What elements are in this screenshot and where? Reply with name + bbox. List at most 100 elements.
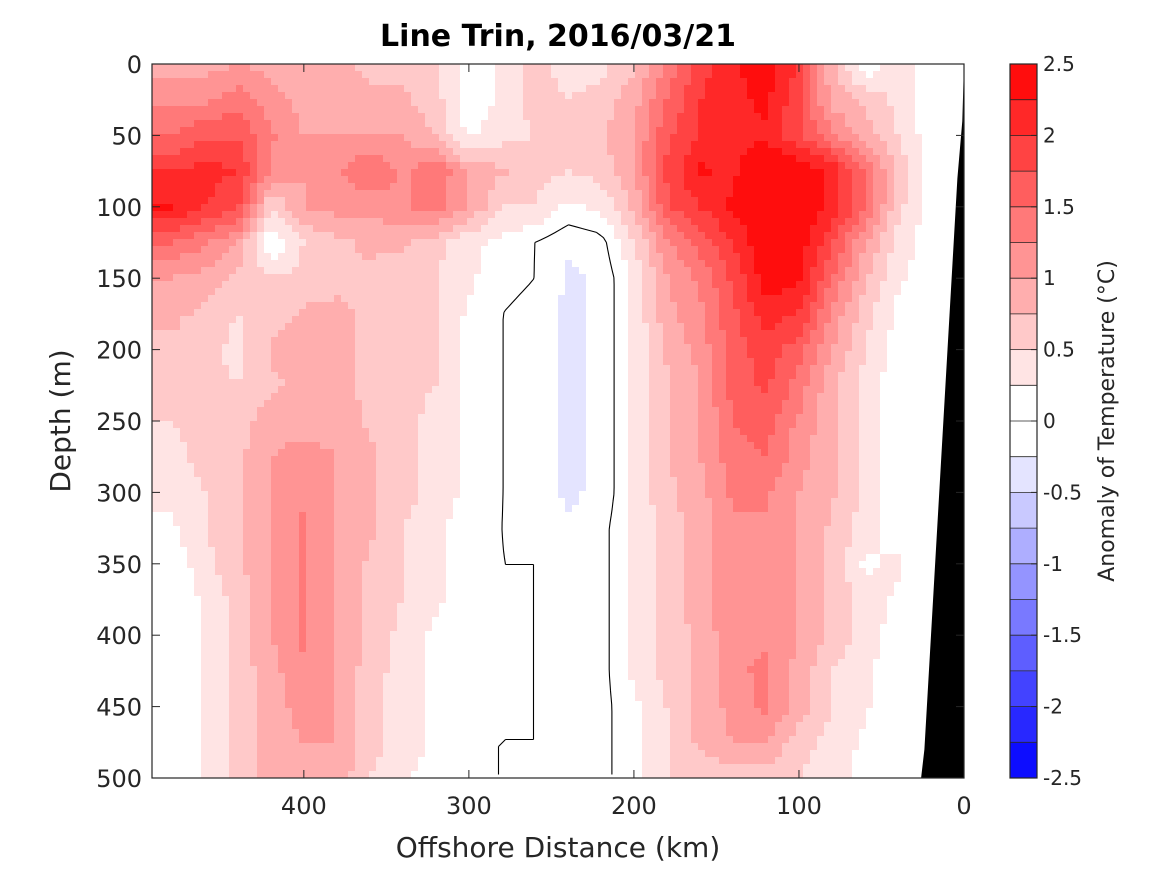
field-cell (936, 78, 944, 86)
field-cell (936, 323, 944, 331)
field-cell (838, 113, 846, 121)
field-cell (390, 330, 398, 338)
field-cell (152, 190, 160, 198)
field-cell (411, 148, 419, 156)
field-cell (803, 78, 811, 86)
field-cell (873, 323, 881, 331)
field-cell (565, 225, 573, 233)
field-cell (509, 162, 517, 170)
field-cell (173, 162, 181, 170)
field-cell (334, 274, 342, 282)
field-cell (740, 134, 748, 142)
field-cell (747, 253, 755, 261)
field-cell (173, 85, 181, 93)
field-cell (936, 64, 944, 72)
field-cell (670, 267, 678, 275)
field-cell (880, 358, 888, 366)
field-cell (782, 127, 790, 135)
field-cell (173, 155, 181, 163)
field-cell (796, 267, 804, 275)
field-cell (187, 344, 195, 352)
field-cell (313, 134, 321, 142)
field-cell (712, 176, 720, 184)
field-cell (831, 141, 839, 149)
field-cell (691, 85, 699, 93)
field-cell (418, 190, 426, 198)
field-cell (649, 190, 657, 198)
field-cell (761, 239, 769, 247)
field-cell (383, 358, 391, 366)
field-cell (537, 148, 545, 156)
field-cell (236, 358, 244, 366)
field-cell (306, 183, 314, 191)
field-cell (817, 239, 825, 247)
field-cell (824, 169, 832, 177)
field-cell (621, 141, 629, 149)
field-cell (733, 183, 741, 191)
field-cell (264, 323, 272, 331)
field-cell (236, 239, 244, 247)
field-cell (537, 246, 545, 254)
field-cell (523, 85, 531, 93)
field-cell (593, 78, 601, 86)
field-cell (698, 155, 706, 163)
field-cell (551, 316, 559, 324)
field-cell (579, 85, 587, 93)
field-cell (684, 106, 692, 114)
field-cell (719, 281, 727, 289)
field-cell (187, 197, 195, 205)
field-cell (502, 323, 510, 331)
field-cell (684, 204, 692, 212)
field-cell (194, 183, 202, 191)
field-cell (453, 274, 461, 282)
field-cell (481, 148, 489, 156)
field-cell (572, 64, 580, 72)
field-cell (418, 274, 426, 282)
field-cell (894, 183, 902, 191)
field-cell (481, 71, 489, 79)
field-cell (306, 169, 314, 177)
field-cell (845, 323, 853, 331)
field-cell (467, 120, 475, 128)
field-cell (194, 260, 202, 268)
field-cell (215, 281, 223, 289)
field-cell (215, 351, 223, 359)
field-cell (313, 218, 321, 226)
field-cell (222, 309, 230, 317)
field-cell (817, 344, 825, 352)
field-cell (796, 162, 804, 170)
field-cell (733, 309, 741, 317)
field-cell (306, 246, 314, 254)
field-cell (523, 92, 531, 100)
field-cell (698, 148, 706, 156)
field-cell (229, 64, 237, 72)
field-cell (691, 309, 699, 317)
field-cell (600, 85, 608, 93)
field-cell (418, 204, 426, 212)
field-cell (460, 260, 468, 268)
field-cell (551, 274, 559, 282)
field-cell (159, 253, 167, 261)
field-cell (859, 288, 867, 296)
field-cell (474, 302, 482, 310)
field-cell (705, 211, 713, 219)
field-cell (866, 155, 874, 163)
field-cell (502, 92, 510, 100)
field-cell (789, 239, 797, 247)
field-cell (453, 344, 461, 352)
field-cell (936, 218, 944, 226)
field-cell (593, 197, 601, 205)
field-cell (432, 295, 440, 303)
field-cell (243, 239, 251, 247)
field-cell (866, 281, 874, 289)
field-cell (299, 204, 307, 212)
field-cell (551, 92, 559, 100)
field-cell (593, 155, 601, 163)
field-cell (838, 330, 846, 338)
field-cell (390, 183, 398, 191)
field-cell (271, 155, 279, 163)
field-cell (432, 106, 440, 114)
field-cell (684, 155, 692, 163)
field-cell (453, 281, 461, 289)
field-cell (523, 78, 531, 86)
